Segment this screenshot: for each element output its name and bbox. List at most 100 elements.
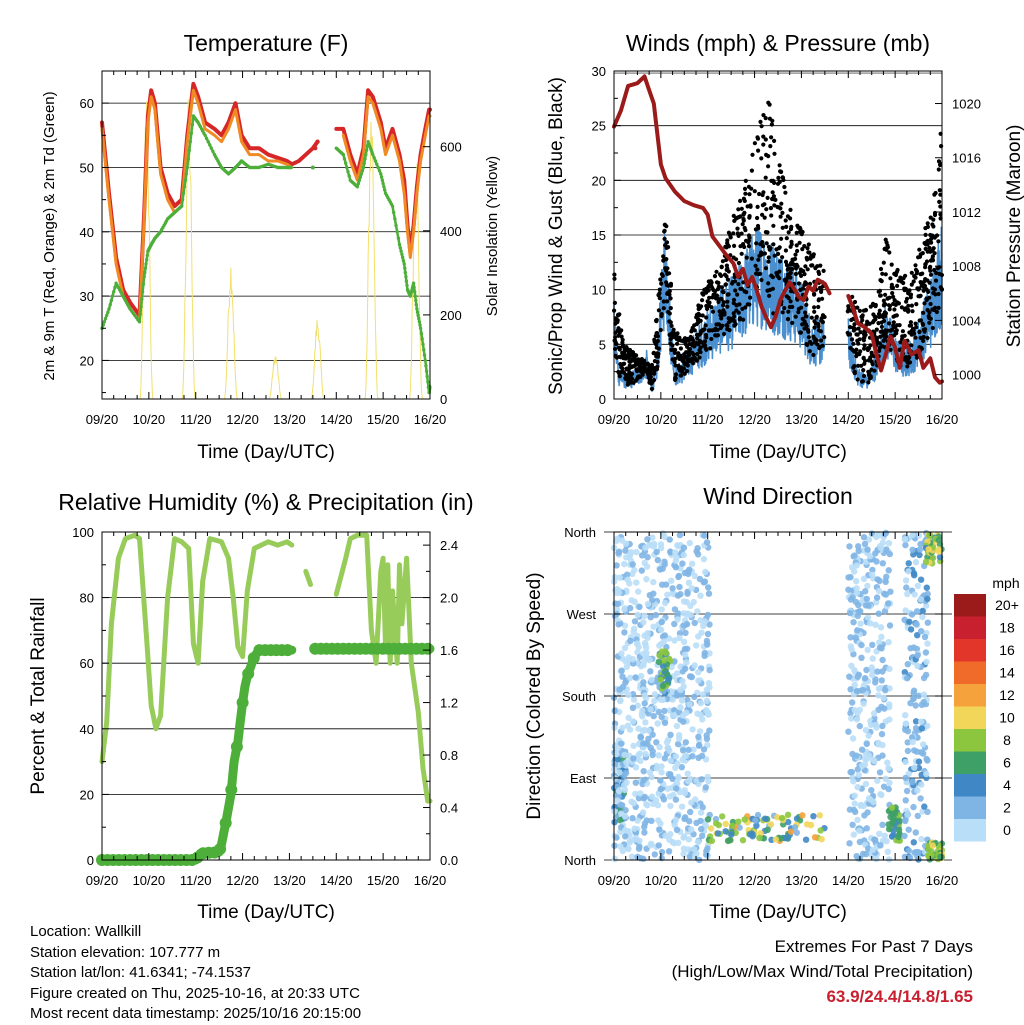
winds-ylabel-right: Station Pressure (Maroon) xyxy=(1004,125,1024,348)
gust-dot xyxy=(747,192,752,197)
gust-dot xyxy=(918,280,923,285)
gust-dot xyxy=(779,236,784,241)
gust-dot xyxy=(622,370,627,375)
gust-dot xyxy=(725,292,730,297)
gust-dot xyxy=(732,243,737,248)
gust-dot xyxy=(877,308,882,313)
direction-point xyxy=(885,639,892,646)
direction-point xyxy=(678,803,686,810)
direction-point xyxy=(656,566,664,573)
direction-point xyxy=(704,630,712,638)
direction-point xyxy=(644,600,652,608)
y2-tick-label: 2.0 xyxy=(440,591,458,606)
direction-point xyxy=(863,825,870,832)
precip-marker xyxy=(236,696,249,709)
gust-dot xyxy=(879,320,884,325)
direction-point xyxy=(929,554,937,562)
gust-dot xyxy=(621,362,626,367)
gust-dot xyxy=(938,192,943,197)
direction-point xyxy=(877,624,885,631)
direction-point xyxy=(917,795,924,802)
direction-point xyxy=(693,642,700,649)
gust-dot xyxy=(776,251,781,256)
direction-point xyxy=(674,616,681,623)
direction-point xyxy=(641,726,648,734)
colorbar-label: 10 xyxy=(999,710,1015,726)
direction-point xyxy=(701,532,708,539)
dewpoint-dot xyxy=(346,170,350,174)
direction-point xyxy=(925,853,932,860)
gust-dot xyxy=(671,330,676,335)
precip-marker xyxy=(421,642,434,655)
gust-dot xyxy=(870,362,875,367)
dewpoint-dot xyxy=(416,313,420,318)
gust-dot xyxy=(772,151,777,156)
y-tick-label: 60 xyxy=(80,656,94,671)
precip-marker xyxy=(225,783,238,796)
gust-dot xyxy=(881,298,887,303)
direction-point xyxy=(703,697,711,704)
direction-point xyxy=(628,853,636,860)
direction-point xyxy=(854,766,861,773)
gust-dot xyxy=(914,355,920,360)
direction-point xyxy=(707,825,715,832)
direction-point xyxy=(886,701,893,708)
direction-point xyxy=(854,627,861,634)
dewpoint-dot xyxy=(360,169,365,173)
direction-point xyxy=(848,662,855,669)
direction-point xyxy=(651,697,658,705)
direction-point xyxy=(613,834,620,841)
direction-point xyxy=(855,771,862,779)
direction-point xyxy=(644,536,651,543)
direction-point xyxy=(920,750,927,757)
direction-point xyxy=(923,770,930,778)
direction-point xyxy=(885,600,892,607)
gust-dot xyxy=(803,314,808,319)
gust-dot xyxy=(845,309,850,314)
direction-point xyxy=(652,611,659,619)
direction-point xyxy=(640,768,647,775)
gust-dot xyxy=(615,319,620,325)
gust-dot xyxy=(755,204,760,209)
direction-point xyxy=(870,710,878,717)
gust-dot xyxy=(854,354,859,359)
direction-point xyxy=(887,588,894,595)
gust-dot xyxy=(789,242,794,247)
direction-xlabel: Time (Day/UTC) xyxy=(709,902,847,923)
gust-dot xyxy=(757,271,763,276)
direction-point xyxy=(902,712,909,719)
gust-dot xyxy=(662,236,667,241)
gust-dot xyxy=(658,277,663,282)
gust-dot xyxy=(913,321,918,326)
gust-dot xyxy=(809,253,814,258)
y-tick-label: 5 xyxy=(599,337,606,352)
colorbar-swatch xyxy=(954,594,986,617)
direction-point xyxy=(908,611,916,618)
direction-point xyxy=(924,595,931,603)
direction-point xyxy=(857,608,864,615)
dewpoint-dot xyxy=(183,178,188,182)
direction-point xyxy=(807,821,815,829)
gust-dot xyxy=(866,380,871,385)
direction-point xyxy=(918,835,925,843)
direction-point xyxy=(651,851,658,858)
direction-point xyxy=(686,701,693,708)
direction-point xyxy=(648,676,655,683)
gust-dot xyxy=(925,307,930,313)
gust-dot xyxy=(892,271,897,276)
gust-dot xyxy=(769,273,774,278)
dewpoint-dot xyxy=(140,297,144,301)
direction-point xyxy=(634,702,641,709)
direction-point xyxy=(872,836,879,844)
direction-point xyxy=(640,740,647,747)
direction-point xyxy=(656,826,663,833)
dewpoint-dot xyxy=(390,204,395,208)
gust-dot xyxy=(807,349,812,354)
direction-point xyxy=(630,800,637,807)
gust-dot xyxy=(924,240,929,245)
direction-point xyxy=(910,803,917,811)
gust-dot xyxy=(798,267,804,272)
gust-dot xyxy=(873,302,878,308)
direction-point xyxy=(642,641,649,649)
direction-point xyxy=(875,610,882,617)
